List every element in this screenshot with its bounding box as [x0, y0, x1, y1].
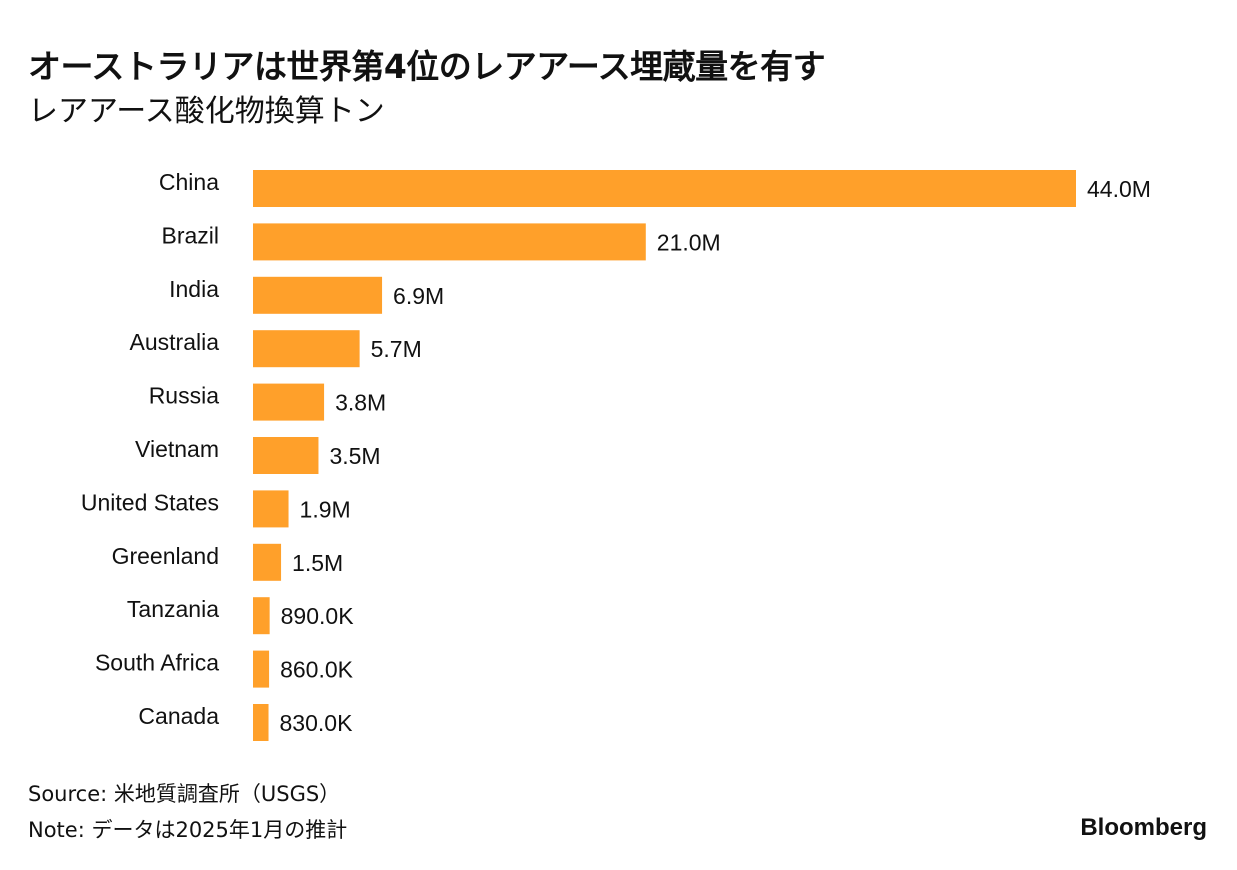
chart-title: オーストラリアは世界第4位のレアアース埋蔵量を有す: [28, 47, 826, 86]
category-label: Australia: [130, 329, 220, 355]
bar: [253, 597, 270, 635]
category-label: Tanzania: [127, 596, 219, 622]
value-label: 830.0K: [280, 710, 354, 736]
value-label: 6.9M: [393, 283, 444, 309]
chart-subtitle: レアアース酸化物換算トン: [28, 94, 385, 129]
value-label: 21.0M: [657, 229, 721, 255]
value-label: 3.8M: [335, 390, 386, 416]
bar: [253, 330, 360, 368]
category-label: Vietnam: [135, 436, 219, 462]
bar: [253, 437, 319, 474]
bar: [253, 383, 325, 421]
category-label: India: [169, 276, 219, 302]
value-label: 860.0K: [280, 657, 354, 683]
bar: [253, 704, 269, 741]
category-label: Greenland: [112, 543, 219, 569]
value-label: 5.7M: [371, 336, 422, 362]
category-label: China: [159, 169, 219, 195]
category-label: Brazil: [161, 222, 219, 248]
bar: [253, 223, 646, 261]
bar: [253, 650, 270, 688]
bar: [253, 490, 289, 528]
value-label: 44.0M: [1087, 176, 1151, 202]
category-label: Russia: [149, 383, 220, 409]
value-label: 1.9M: [300, 496, 351, 522]
bar: [253, 170, 1076, 207]
category-label: South Africa: [95, 650, 219, 676]
source-note: Source: 米地質調査所（USGS）: [28, 782, 341, 806]
category-label: Canada: [138, 703, 219, 729]
bar: [253, 276, 383, 314]
category-label: United States: [81, 489, 219, 515]
bar-chart: China 44.0M Brazil 21.0M India 6.9M Australia 5…: [81, 169, 1151, 741]
value-label: 3.5M: [329, 443, 380, 469]
value-label: 1.5M: [292, 550, 343, 576]
value-label: 890.0K: [281, 603, 355, 629]
bloomberg-logo: Bloomberg: [1080, 814, 1207, 841]
data-note: Note: データは2025年1月の推計: [28, 818, 348, 842]
bar: [253, 543, 282, 581]
